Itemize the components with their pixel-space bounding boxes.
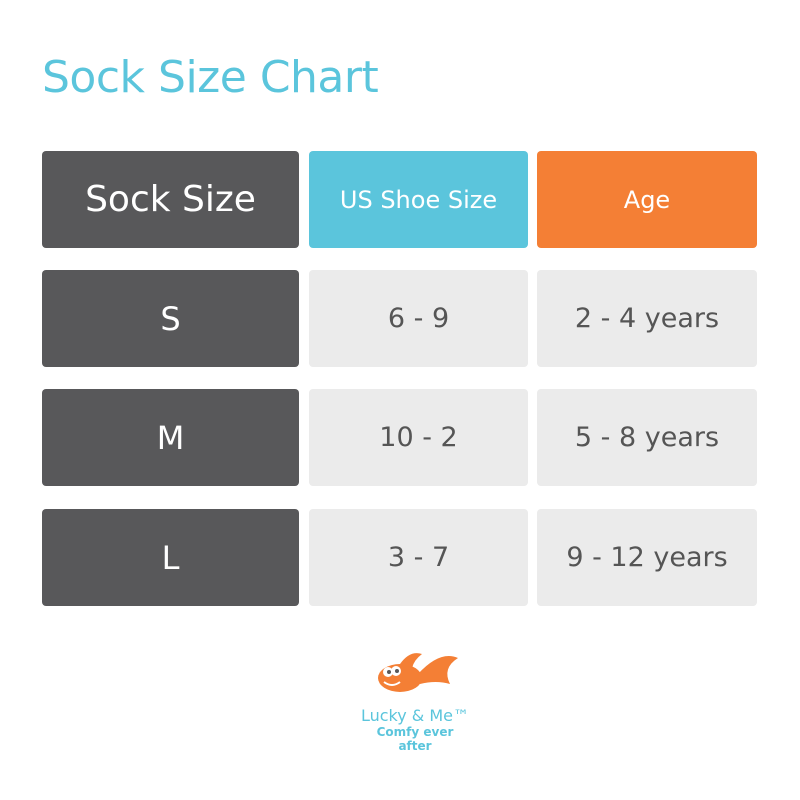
shoe-size-cell: 3 - 7 (309, 509, 528, 606)
age-cell: 2 - 4 years (537, 270, 757, 367)
shoe-size-cell: 6 - 9 (309, 270, 528, 367)
age-cell: 5 - 8 years (537, 389, 757, 486)
sock-size-cell: L (42, 509, 299, 606)
brand-name: Lucky & Me™ (360, 706, 470, 725)
shoe-size-cell: 10 - 2 (309, 389, 528, 486)
age-cell: 9 - 12 years (537, 509, 757, 606)
brand-tagline: Comfy ever after (376, 725, 454, 753)
sock-size-cell: S (42, 270, 299, 367)
sock-size-cell: M (42, 389, 299, 486)
header-us-shoe-size: US Shoe Size (309, 151, 528, 248)
header-sock-size: Sock Size (42, 151, 299, 248)
header-age: Age (537, 151, 757, 248)
goldfish-icon (378, 653, 458, 692)
brand-logo: Lucky & Me™ Comfy ever after (360, 650, 470, 753)
page-title: Sock Size Chart (42, 52, 379, 103)
